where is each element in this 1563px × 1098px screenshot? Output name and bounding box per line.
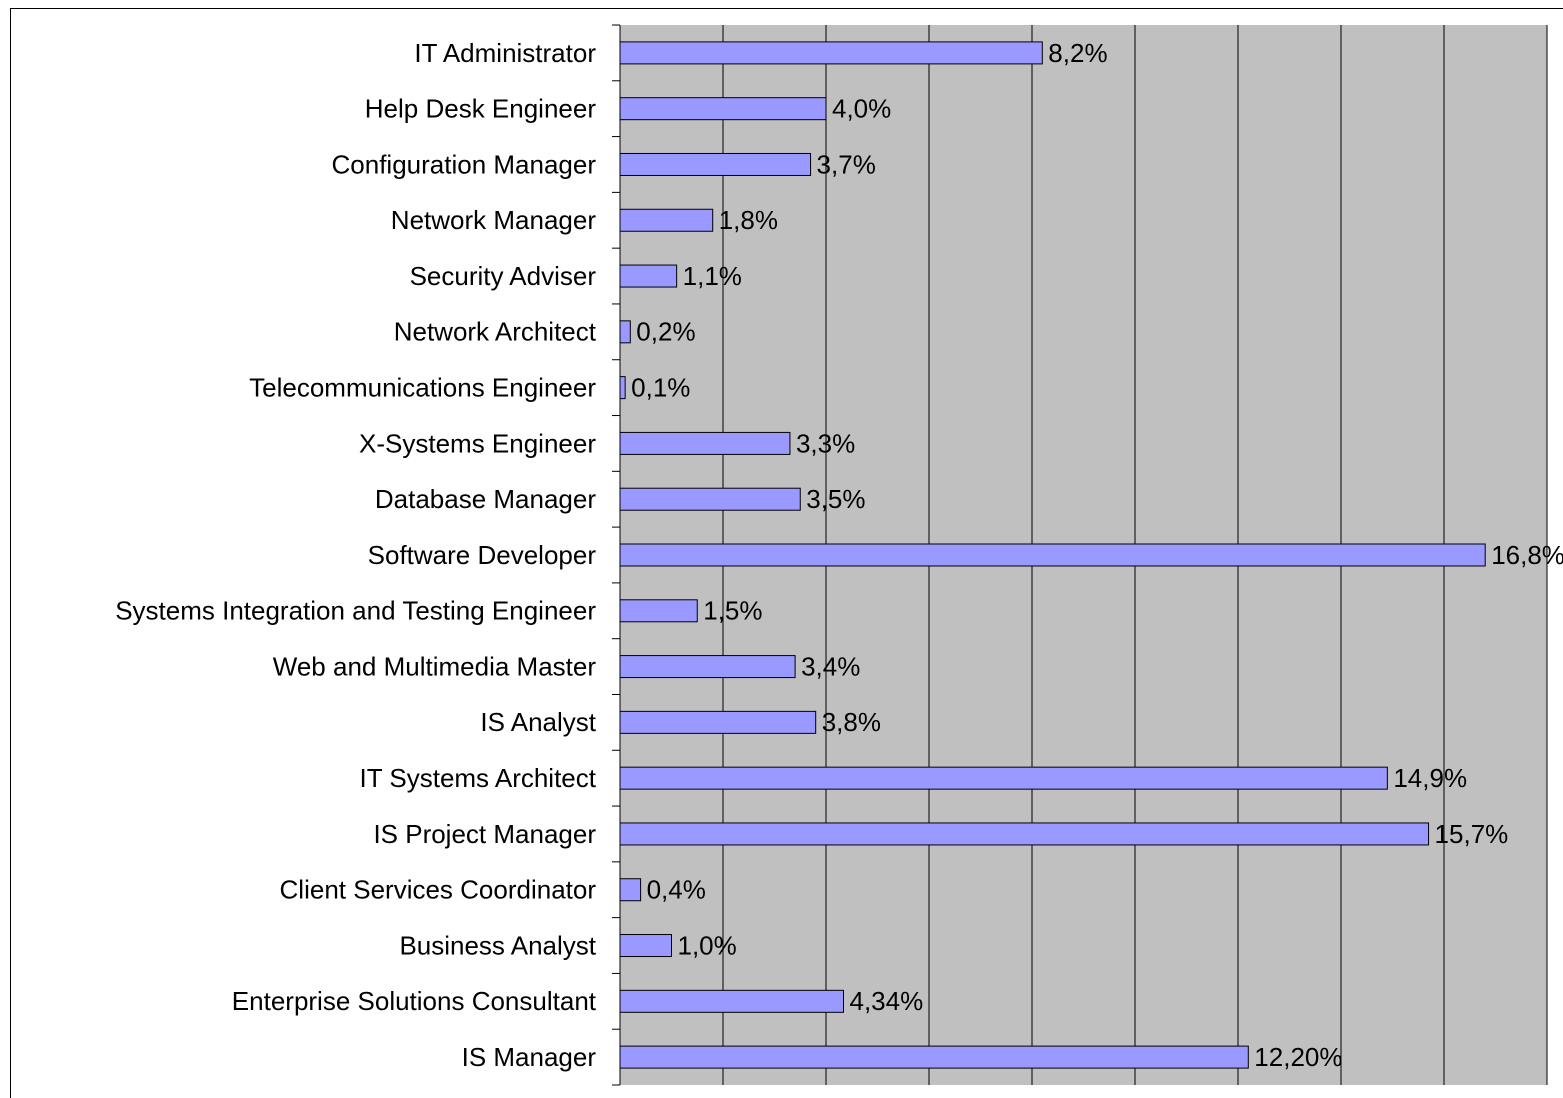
bar (619, 655, 796, 679)
y-tick-label: IT Systems Architect (360, 763, 597, 793)
bar (619, 710, 817, 734)
value-label: 4,34% (850, 986, 924, 1016)
value-label: 4,0% (832, 94, 891, 124)
bar (619, 989, 845, 1013)
bar (619, 822, 1430, 846)
y-tick-label: Security Adviser (410, 261, 597, 291)
value-label: 15,7% (1435, 819, 1509, 849)
y-tick-label: IT Administrator (414, 38, 596, 68)
bar (619, 41, 1043, 65)
bar (619, 152, 812, 176)
y-tick-label: Client Services Coordinator (280, 875, 597, 905)
y-tick-label: Configuration Manager (332, 149, 597, 179)
y-tick-label: Network Architect (394, 317, 597, 347)
bar (619, 543, 1486, 567)
y-tick-label: Web and Multimedia Master (273, 651, 597, 681)
y-tick-label: Network Manager (391, 205, 597, 235)
bar (619, 934, 672, 958)
value-label: 1,8% (719, 205, 778, 235)
bar (619, 487, 801, 511)
value-label: 16,8% (1491, 540, 1563, 570)
bar (619, 208, 714, 232)
value-label: 3,7% (817, 149, 876, 179)
bar (619, 599, 698, 623)
bar (619, 97, 827, 121)
bar (619, 878, 642, 902)
y-tick-label: X-Systems Engineer (359, 428, 596, 458)
value-label: 3,3% (796, 428, 855, 458)
y-tick-label: Telecommunications Engineer (249, 373, 596, 403)
value-label: 14,9% (1393, 763, 1467, 793)
y-tick-label: IS Manager (462, 1042, 597, 1072)
value-label: 3,4% (801, 651, 860, 681)
y-tick-label: Help Desk Engineer (365, 94, 597, 124)
bar (619, 376, 626, 400)
value-label: 12,20% (1254, 1042, 1342, 1072)
value-label: 0,1% (631, 373, 690, 403)
value-label: 1,5% (703, 596, 762, 626)
y-tick-label: Database Manager (375, 484, 596, 514)
y-tick-label: Business Analyst (399, 930, 596, 960)
bar (619, 320, 631, 344)
y-tick-label: Systems Integration and Testing Engineer (115, 596, 596, 626)
y-tick-label: IS Analyst (480, 707, 596, 737)
y-tick-label: Enterprise Solutions Consultant (232, 986, 597, 1016)
value-label: 3,8% (822, 707, 881, 737)
y-tick-label: Software Developer (368, 540, 597, 570)
value-label: 3,5% (806, 484, 865, 514)
y-tick-label: IS Project Manager (373, 819, 596, 849)
bar (619, 264, 678, 288)
value-label: 1,1% (683, 261, 742, 291)
value-label: 8,2% (1048, 38, 1107, 68)
bar (619, 1045, 1249, 1069)
value-label: 0,4% (647, 875, 706, 905)
bar (619, 766, 1388, 790)
bar (619, 431, 791, 455)
value-label: 0,2% (636, 317, 695, 347)
value-label: 1,0% (678, 930, 737, 960)
